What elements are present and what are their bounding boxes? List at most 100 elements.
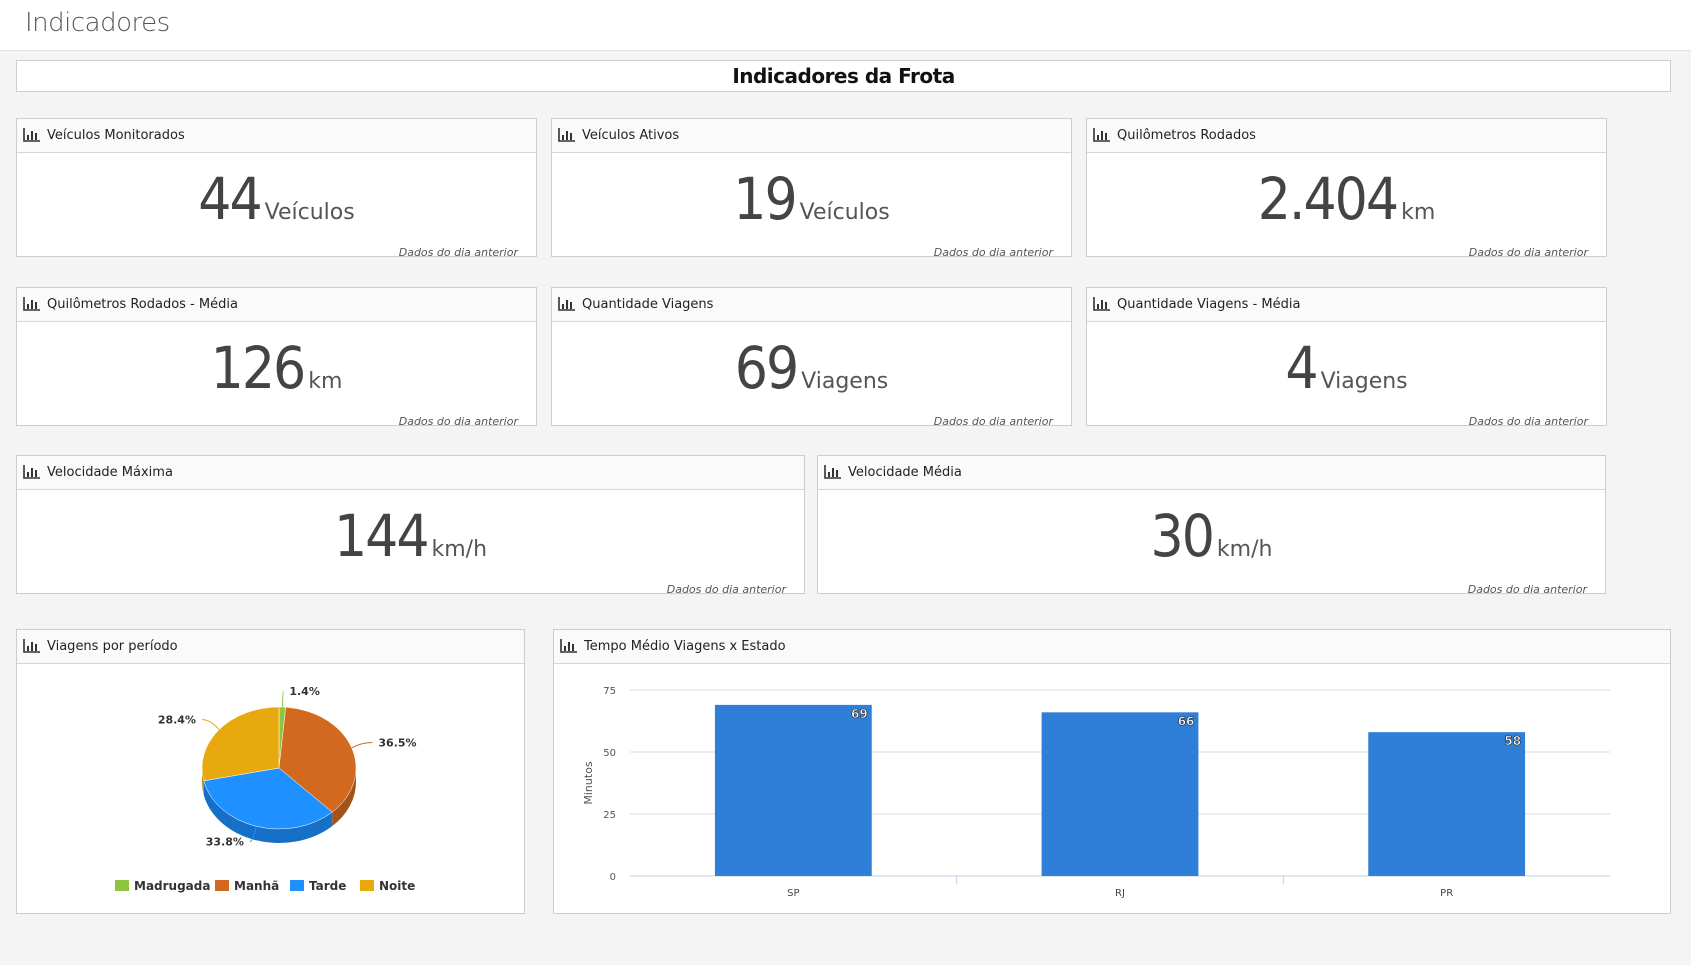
kpi-card-header: Velocidade Média <box>818 456 1605 490</box>
legend-label: Tarde <box>309 879 346 893</box>
bar-chart-icon <box>824 465 841 479</box>
bar-chart-icon <box>1093 297 1110 311</box>
kpi-label: Quilômetros Rodados <box>1117 128 1256 143</box>
kpi-value-group: 19 Veículos <box>552 165 1071 233</box>
bar-chart-icon <box>558 297 575 311</box>
kpi-value-group: 126 km <box>17 334 536 402</box>
kpi-card: Quilômetros Rodados - Média 126 km Dados … <box>16 287 537 428</box>
kpi-body: 4 Viagens Dados do dia anterior <box>1087 322 1606 432</box>
kpi-card-header: Quilômetros Rodados <box>1087 119 1606 153</box>
pie-data-label: 28.4% <box>158 714 196 727</box>
pie-connector <box>281 690 284 708</box>
kpi-note: Dados do dia anterior <box>666 583 786 596</box>
kpi-value-group: 144 km/h <box>17 502 804 570</box>
pie-chart: 1.4% 36.5% 33.8% 28.4% Madrugada Manhã Tarde No… <box>115 685 417 893</box>
kpi-unit: km <box>308 369 343 394</box>
bar-chart-icon <box>23 297 40 311</box>
y-tick-label: 75 <box>603 686 616 697</box>
kpi-note: Dados do dia anterior <box>933 415 1053 428</box>
legend-swatch <box>115 880 129 891</box>
kpi-unit: Viagens <box>801 369 889 394</box>
kpi-body: 144 km/h Dados do dia anterior <box>17 490 804 600</box>
bar-chart-icon <box>23 128 40 142</box>
y-axis-label: Minutos <box>582 761 595 805</box>
pie-connector <box>249 826 257 843</box>
page-header: Indicadores <box>0 0 1691 51</box>
kpi-note: Dados do dia anterior <box>1468 415 1588 428</box>
pie-slice-side <box>203 780 333 843</box>
kpi-card-header: Quilômetros Rodados - Média <box>17 288 536 322</box>
kpi-value-group: 2.404 km <box>1087 165 1606 233</box>
x-tick-label: SP <box>787 888 799 899</box>
kpi-value-group: 69 Viagens <box>552 334 1071 402</box>
kpi-card: Veículos Monitorados 44 Veículos Dados do… <box>16 118 537 259</box>
kpi-unit: Viagens <box>1320 369 1408 394</box>
kpi-label: Quantidade Viagens <box>582 297 714 312</box>
kpi-label: Veículos Ativos <box>582 128 680 143</box>
bar <box>1368 732 1526 876</box>
kpi-card: Velocidade Média 30 km/h Dados do dia ant… <box>817 455 1606 596</box>
kpi-note: Dados do dia anterior <box>933 246 1053 259</box>
legend-item: Madrugada <box>115 879 210 893</box>
bar-chart-icon <box>560 639 577 653</box>
kpi-note: Dados do dia anterior <box>398 246 518 259</box>
kpi-label: Velocidade Média <box>848 465 962 480</box>
bar-panel-title: Tempo Médio Viagens x Estado <box>584 639 786 654</box>
kpi-unit: Veículos <box>799 200 890 225</box>
legend-item: Manhã <box>215 879 279 893</box>
kpi-card-header: Veículos Ativos <box>552 119 1071 153</box>
pie-panel-title: Viagens por período <box>47 639 178 654</box>
kpi-label: Velocidade Máxima <box>47 465 173 480</box>
legend-item: Noite <box>360 879 415 893</box>
bar <box>714 704 872 876</box>
pie-slice <box>278 706 357 813</box>
section-title: Indicadores da Frota <box>732 64 955 88</box>
pie-data-label: 1.4% <box>289 685 320 698</box>
kpi-value: 69 <box>734 334 799 402</box>
pie-panel-header: Viagens por período <box>17 630 524 664</box>
kpi-body: 19 Veículos Dados do dia anterior <box>552 153 1071 263</box>
kpi-unit: Veículos <box>264 200 355 225</box>
bar-chart: 0 25 50 75 Minutos 69 SP 66 RJ 58 PR <box>582 686 1610 899</box>
kpi-label: Quilômetros Rodados - Média <box>47 297 238 312</box>
kpi-card-header: Quantidade Viagens - Média <box>1087 288 1606 322</box>
legend-swatch <box>290 880 304 891</box>
kpi-label: Quantidade Viagens - Média <box>1117 297 1301 312</box>
legend-label: Manhã <box>234 879 279 893</box>
pie-data-label: 33.8% <box>206 836 244 849</box>
legend-label: Noite <box>379 879 415 893</box>
x-tick-label: PR <box>1440 888 1453 899</box>
kpi-card-header: Veículos Monitorados <box>17 119 536 153</box>
kpi-body: 69 Viagens Dados do dia anterior <box>552 322 1071 432</box>
bar-chart-icon <box>558 128 575 142</box>
kpi-value: 126 <box>210 334 307 402</box>
pie-slice <box>201 706 280 782</box>
x-tick-label: RJ <box>1115 888 1125 899</box>
kpi-value: 44 <box>198 165 262 233</box>
kpi-value: 4 <box>1285 334 1318 402</box>
kpi-card: Veículos Ativos 19 Veículos Dados do dia … <box>551 118 1072 259</box>
kpi-card: Quilômetros Rodados 2.404 km Dados do dia… <box>1086 118 1607 259</box>
kpi-body: 30 km/h Dados do dia anterior <box>818 490 1605 600</box>
kpi-label: Veículos Monitorados <box>47 128 185 143</box>
kpi-card: Quantidade Viagens 69 Viagens Dados do di… <box>551 287 1072 428</box>
kpi-body: 126 km Dados do dia anterior <box>17 322 536 432</box>
kpi-value: 2.404 <box>1257 165 1399 233</box>
y-tick-label: 0 <box>610 872 616 883</box>
bar-chart-icon <box>23 465 40 479</box>
kpi-body: 2.404 km Dados do dia anterior <box>1087 153 1606 263</box>
kpi-value: 30 <box>1150 502 1215 570</box>
kpi-value-group: 4 Viagens <box>1087 334 1606 402</box>
kpi-card: Quantidade Viagens - Média 4 Viagens Dado… <box>1086 287 1607 428</box>
kpi-unit: km/h <box>431 537 488 562</box>
kpi-value: 144 <box>333 502 430 570</box>
bar-panel: Tempo Médio Viagens x Estado 0 25 50 75 Minu… <box>553 629 1671 914</box>
kpi-note: Dados do dia anterior <box>1467 583 1587 596</box>
kpi-card: Velocidade Máxima 144 km/h Dados do dia a… <box>16 455 805 596</box>
legend-swatch <box>215 880 229 891</box>
bar-chart-icon <box>1093 128 1110 142</box>
bar-data-label: 58 <box>1504 734 1521 748</box>
page-title: Indicadores <box>25 8 170 38</box>
kpi-unit: km/h <box>1216 537 1273 562</box>
pie-connector <box>201 719 220 730</box>
